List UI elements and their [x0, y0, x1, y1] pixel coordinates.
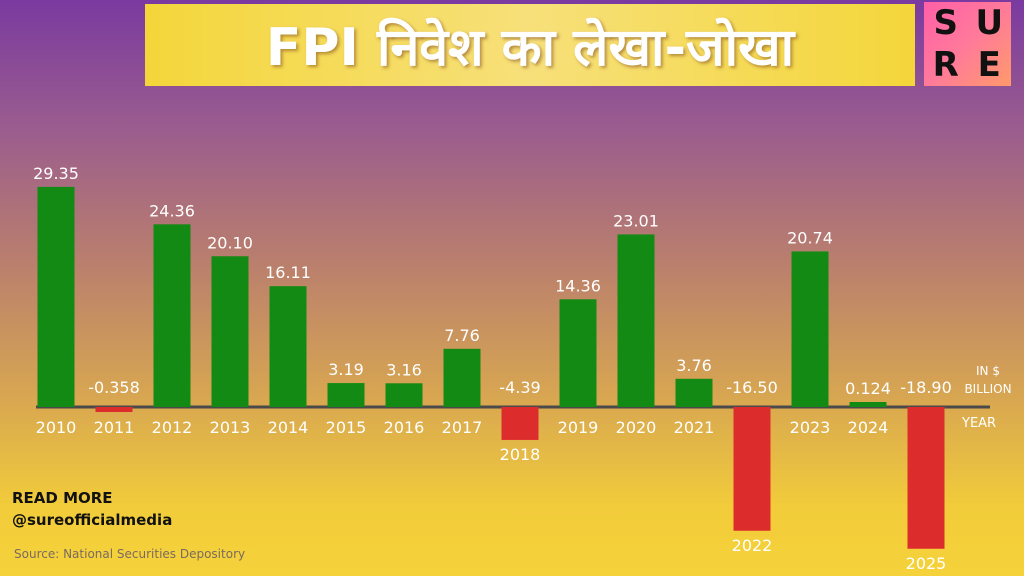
tick-label-2024: 2024 — [848, 418, 889, 437]
bar-2024 — [849, 402, 887, 407]
source-note: Source: National Securities Depository — [14, 547, 246, 561]
tick-label-2011: 2011 — [94, 418, 135, 437]
tick-label-2018: 2018 — [500, 445, 541, 464]
tick-label-2025: 2025 — [906, 554, 947, 573]
x-axis-label: YEAR — [962, 416, 997, 431]
bar-2014 — [269, 286, 307, 407]
tick-label-2010: 2010 — [36, 418, 77, 437]
data-label-2024: 0.124 — [845, 379, 891, 398]
unit-label: IN $ BILLION — [958, 362, 1018, 398]
read-more-block: READ MORE @sureofficialmedia — [12, 487, 172, 531]
unit-label-line: IN $ — [976, 364, 1000, 378]
tick-label-2021: 2021 — [674, 418, 715, 437]
tick-label-2023: 2023 — [790, 418, 831, 437]
bar-2018 — [501, 407, 539, 440]
data-label-2016: 3.16 — [386, 360, 422, 379]
tick-label-2019: 2019 — [558, 418, 599, 437]
social-handle: @sureofficialmedia — [12, 511, 173, 529]
bar-2013 — [211, 256, 249, 407]
title-banner: FPI निवेश का लेखा-जोखा — [145, 4, 915, 86]
tick-label-2013: 2013 — [210, 418, 251, 437]
sure-logo: S U R E — [924, 2, 1011, 86]
tick-label-2012: 2012 — [152, 418, 193, 437]
bar-2017 — [443, 348, 481, 407]
logo-letter: U — [975, 3, 1004, 43]
data-label-2017: 7.76 — [444, 326, 480, 345]
bar-2025 — [907, 407, 945, 549]
data-label-2014: 16.11 — [265, 263, 311, 282]
logo-letter: S — [933, 3, 959, 43]
bar-2023 — [791, 251, 829, 407]
data-label-2022: -16.50 — [726, 378, 778, 397]
data-label-2025: -18.90 — [900, 378, 952, 397]
data-label-2013: 20.10 — [207, 233, 253, 252]
tick-label-2015: 2015 — [326, 418, 367, 437]
data-label-2021: 3.76 — [676, 356, 712, 375]
tick-label-2017: 2017 — [442, 418, 483, 437]
logo-letter: R — [932, 45, 959, 85]
bar-2010 — [37, 186, 75, 407]
data-label-2020: 23.01 — [613, 211, 659, 230]
bar-2011 — [95, 407, 133, 412]
bar-2016 — [385, 383, 423, 407]
data-label-2023: 20.74 — [787, 228, 833, 247]
bar-2022 — [733, 407, 771, 531]
bar-2019 — [559, 299, 597, 407]
data-label-2012: 24.36 — [149, 201, 195, 220]
tick-label-2014: 2014 — [268, 418, 309, 437]
bar-2021 — [675, 378, 713, 407]
bar-2012 — [153, 224, 191, 407]
data-label-2015: 3.19 — [328, 360, 364, 379]
data-label-2019: 14.36 — [555, 276, 601, 295]
read-more-label: READ MORE — [12, 489, 113, 507]
data-label-2011: -0.358 — [88, 378, 140, 397]
tick-label-2020: 2020 — [616, 418, 657, 437]
unit-label-line: BILLION — [964, 382, 1012, 396]
tick-label-2016: 2016 — [384, 418, 425, 437]
data-label-2018: -4.39 — [499, 378, 540, 397]
logo-letter: E — [977, 45, 1001, 85]
data-label-2010: 29.35 — [33, 164, 79, 183]
bar-2015 — [327, 383, 365, 407]
bar-2020 — [617, 234, 655, 407]
page-title: FPI निवेश का लेखा-जोखा — [265, 17, 795, 78]
tick-label-2022: 2022 — [732, 536, 773, 555]
